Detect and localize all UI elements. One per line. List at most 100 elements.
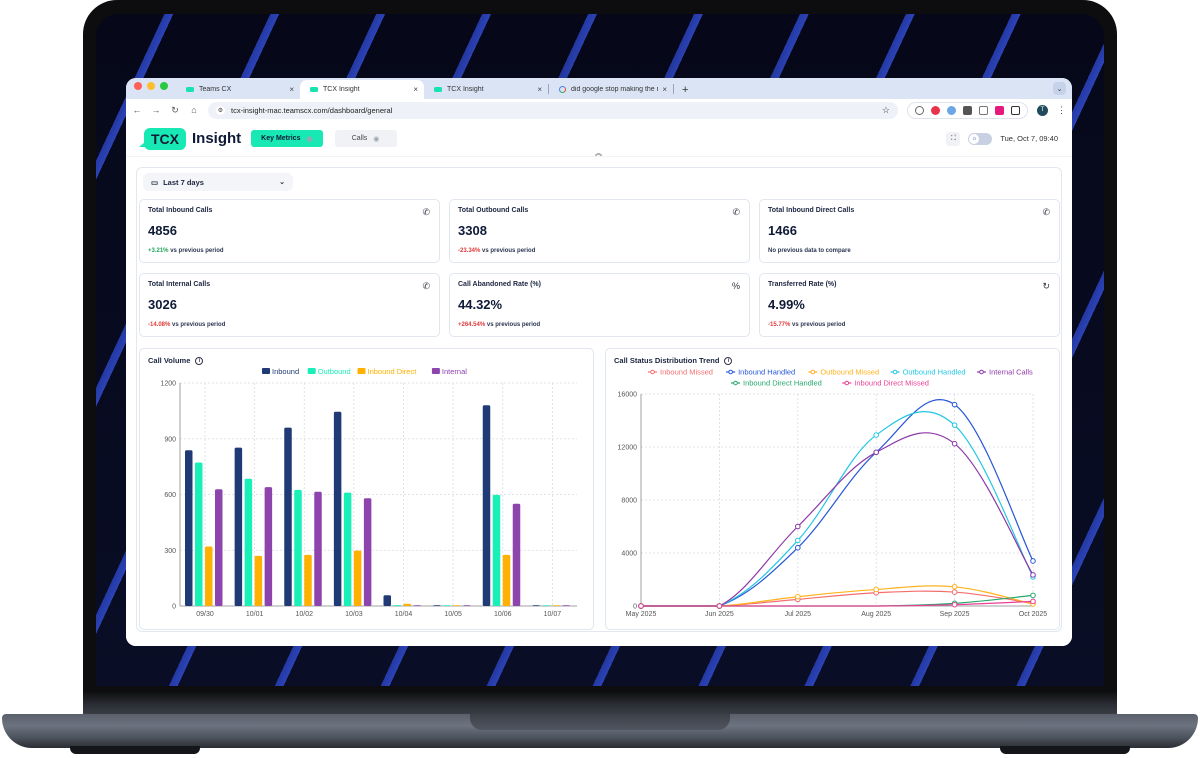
bar[interactable] (343, 492, 352, 606)
extension-icon[interactable] (963, 105, 972, 115)
bar[interactable] (433, 605, 441, 606)
data-point[interactable] (1030, 598, 1036, 605)
extension-icon[interactable] (995, 105, 1004, 115)
bar[interactable] (383, 595, 392, 606)
bar[interactable] (532, 605, 540, 606)
bar[interactable] (393, 605, 402, 606)
reload-button[interactable]: ↻ (171, 104, 179, 115)
bar[interactable] (482, 405, 491, 606)
legend-item[interactable]: Inbound Handled (726, 368, 795, 377)
theme-toggle[interactable]: ☼ (968, 132, 993, 145)
line-series[interactable] (638, 411, 1036, 609)
view-tab-key-metrics[interactable]: Key Metrics ◉ (251, 130, 323, 147)
maximize-window-button[interactable] (160, 81, 168, 90)
legend-item[interactable]: Internal Calls (977, 368, 1033, 377)
bar[interactable] (195, 462, 203, 606)
data-point[interactable] (795, 593, 801, 600)
bar[interactable] (512, 503, 521, 606)
line-series[interactable] (638, 398, 1036, 609)
browser-tab-active[interactable]: TCX Insight × (300, 80, 424, 99)
data-point[interactable] (951, 422, 958, 428)
data-point[interactable] (795, 544, 801, 551)
browser-menu-icon[interactable]: ⋮ (1057, 104, 1066, 115)
fullscreen-icon[interactable]: ⛶ (946, 131, 961, 146)
extension-icon[interactable] (915, 105, 924, 115)
bar[interactable] (185, 450, 193, 606)
info-icon[interactable]: i (195, 356, 204, 365)
bar[interactable] (353, 550, 362, 606)
bar[interactable] (552, 605, 560, 606)
date-range-select[interactable]: ▭ Last 7 days ⌄ (143, 173, 293, 191)
legend-item[interactable]: Internal (431, 367, 467, 376)
bar[interactable] (502, 554, 511, 606)
legend-item[interactable]: Inbound Missed (648, 368, 713, 377)
back-button[interactable]: ← (132, 105, 142, 115)
bar[interactable] (205, 546, 213, 606)
close-tab-icon[interactable]: × (662, 85, 667, 94)
eye-icon[interactable]: ◉ (373, 135, 380, 143)
minimize-window-button[interactable] (147, 81, 155, 90)
puzzle-extensions-icon[interactable] (1011, 105, 1020, 115)
legend-item[interactable]: Outbound Missed (808, 368, 879, 377)
data-point[interactable] (951, 440, 958, 447)
bar[interactable] (443, 605, 451, 606)
bar[interactable] (363, 498, 372, 606)
info-icon[interactable]: i (724, 356, 733, 365)
legend-item[interactable]: Inbound Direct (357, 367, 418, 376)
bar[interactable] (304, 554, 312, 606)
legend-item[interactable]: Outbound (307, 367, 351, 376)
site-settings-icon[interactable]: ⚙ (216, 105, 225, 115)
bar[interactable] (453, 605, 461, 606)
profile-avatar[interactable]: T (1037, 104, 1048, 116)
close-window-button[interactable] (134, 81, 142, 90)
data-point[interactable] (1030, 558, 1036, 564)
data-point[interactable] (951, 583, 958, 590)
data-point[interactable] (951, 601, 958, 608)
view-tab-calls[interactable]: Calls ◉ (334, 130, 397, 147)
legend-item[interactable]: Outbound Handled (890, 368, 966, 377)
bar[interactable] (215, 489, 223, 606)
bar[interactable] (562, 605, 570, 606)
browser-tab[interactable]: TCX Insight × (424, 80, 548, 99)
bar[interactable] (294, 489, 302, 606)
browser-tab[interactable]: did google stop making the n × (549, 80, 673, 99)
forward-button[interactable]: → (151, 105, 161, 115)
collapse-header-icon[interactable]: ︽ (595, 150, 602, 157)
extension-icon[interactable] (931, 105, 940, 115)
line-series[interactable] (638, 432, 1036, 609)
address-bar[interactable]: ⚙ tcx-insight-mac.teamscx.com/dashboard/… (208, 101, 898, 119)
new-tab-button[interactable]: + (682, 84, 689, 96)
bar[interactable] (333, 411, 342, 606)
browser-tab[interactable]: Teams CX × (176, 80, 300, 99)
data-point[interactable] (951, 589, 958, 595)
bar[interactable] (413, 605, 422, 606)
data-point[interactable] (795, 523, 801, 530)
home-button[interactable]: ⌂ (191, 105, 197, 115)
line-series[interactable] (638, 598, 1036, 609)
data-point[interactable] (873, 432, 880, 438)
bar[interactable] (264, 487, 273, 606)
eye-icon[interactable]: ◉ (306, 135, 313, 143)
data-point[interactable] (795, 537, 801, 544)
data-point[interactable] (951, 401, 958, 408)
data-point[interactable] (716, 603, 723, 609)
extension-icon[interactable] (947, 105, 956, 115)
camera-extension-icon[interactable] (979, 105, 988, 115)
legend-item[interactable]: Inbound Direct Handled (731, 379, 822, 388)
data-point[interactable] (638, 603, 644, 609)
close-tab-icon[interactable]: × (289, 85, 294, 94)
data-point[interactable] (873, 449, 880, 456)
url-text[interactable]: tcx-insight-mac.teamscx.com/dashboard/ge… (231, 105, 393, 115)
bar[interactable] (463, 605, 471, 606)
bookmark-star-icon[interactable]: ☆ (881, 104, 890, 115)
data-point[interactable] (873, 586, 880, 593)
bar[interactable] (314, 491, 322, 606)
line-series[interactable] (638, 583, 1036, 609)
bar[interactable] (492, 494, 501, 606)
data-point[interactable] (1030, 592, 1036, 599)
legend-item[interactable]: Inbound (262, 367, 299, 376)
close-tab-icon[interactable]: × (413, 85, 418, 94)
bar[interactable] (403, 603, 412, 606)
bar[interactable] (254, 555, 263, 606)
bar[interactable] (542, 605, 550, 606)
